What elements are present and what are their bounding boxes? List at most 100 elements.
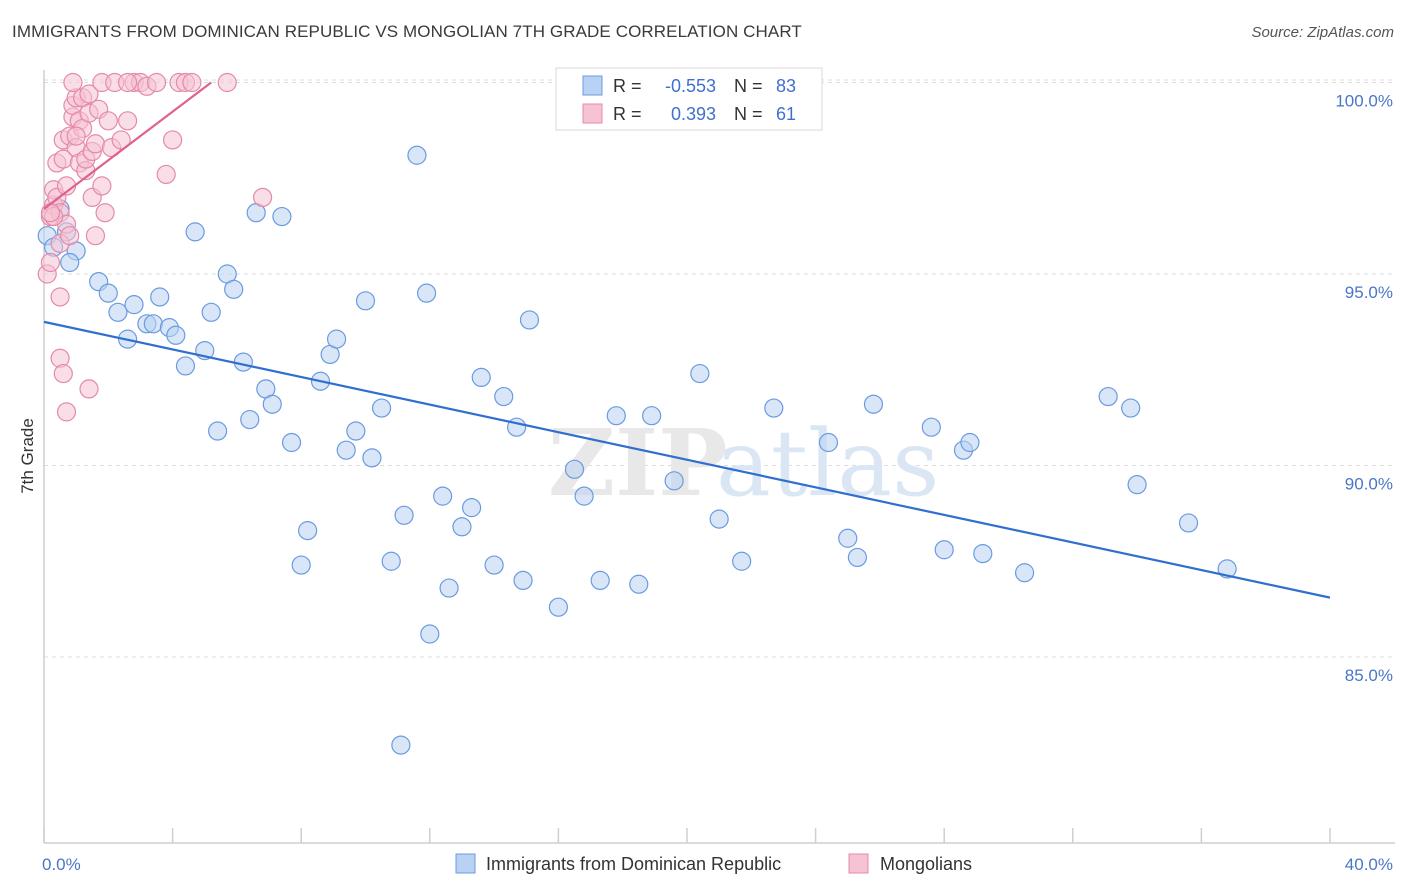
- point-dominican-republic: [642, 406, 662, 426]
- stats-n-value-pink: 61: [776, 104, 796, 124]
- point-dominican-republic: [391, 735, 411, 755]
- point-mongolian: [40, 252, 61, 273]
- bottom-legend: Immigrants from Dominican Republic Mongo…: [455, 853, 972, 874]
- legend-swatch-pink: [848, 853, 869, 874]
- point-dominican-republic: [98, 283, 118, 303]
- y-tick-labels: 85.0% 90.0% 95.0% 100.0%: [1335, 92, 1393, 686]
- chart-title: IMMIGRANTS FROM DOMINICAN REPUBLIC VS MO…: [12, 22, 802, 41]
- point-dominican-republic: [732, 551, 752, 571]
- point-mongolian: [182, 72, 202, 93]
- point-dominican-republic: [166, 325, 186, 345]
- point-mongolian: [79, 379, 99, 399]
- point-dominican-republic: [452, 517, 472, 537]
- point-dominican-republic: [272, 206, 292, 227]
- stats-r-label-pink: R =: [613, 104, 642, 124]
- point-dominican-republic: [513, 570, 533, 591]
- point-dominican-republic: [590, 570, 610, 591]
- point-dominican-republic: [1178, 513, 1199, 533]
- axes: [43, 70, 1395, 844]
- point-mongolian: [56, 402, 77, 422]
- point-dominican-republic: [471, 367, 491, 388]
- legend-label-pink: Mongolians: [880, 854, 972, 874]
- stats-n-label-blue: N =: [734, 76, 763, 96]
- point-dominican-republic: [346, 421, 366, 441]
- point-dominican-republic: [208, 421, 228, 441]
- point-dominican-republic: [233, 352, 253, 372]
- point-dominican-republic: [606, 406, 626, 426]
- legend-label-blue: Immigrants from Dominican Republic: [486, 854, 781, 874]
- stats-r-value-pink: 0.393: [671, 104, 716, 124]
- point-mongolian: [53, 363, 73, 384]
- stats-swatch-pink: [582, 103, 603, 124]
- point-dominican-republic: [564, 459, 585, 479]
- point-dominican-republic: [574, 486, 594, 506]
- y-axis-label: 7th Grade: [18, 418, 37, 494]
- point-dominican-republic: [108, 302, 128, 322]
- point-dominican-republic: [973, 543, 993, 564]
- point-dominican-republic: [461, 498, 482, 518]
- point-mongolian: [95, 203, 115, 223]
- point-dominican-republic: [185, 222, 205, 242]
- y-tick-label: 95.0%: [1345, 283, 1393, 302]
- point-mongolian: [117, 72, 138, 93]
- point-dominican-republic: [262, 394, 282, 414]
- point-dominican-republic: [281, 432, 302, 453]
- point-dominican-republic: [847, 547, 867, 568]
- point-mongolian: [98, 111, 118, 131]
- y-tick-label: 90.0%: [1345, 475, 1393, 494]
- point-dominican-republic: [394, 505, 414, 525]
- point-dominican-republic: [629, 574, 649, 594]
- point-dominican-republic: [175, 356, 196, 376]
- point-mongolian: [66, 126, 86, 146]
- point-dominican-republic: [863, 394, 884, 414]
- point-dominican-republic: [433, 486, 453, 506]
- point-dominican-republic: [60, 252, 80, 273]
- trendline-dominican-republic: [43, 320, 1331, 599]
- stats-n-value-blue: 83: [776, 76, 796, 96]
- point-dominican-republic: [224, 279, 244, 299]
- point-mongolian: [50, 287, 70, 307]
- point-dominican-republic: [371, 398, 392, 418]
- point-dominican-republic: [298, 521, 318, 541]
- point-dominican-republic: [1217, 559, 1237, 579]
- point-dominican-republic: [934, 540, 954, 560]
- point-mongolian: [217, 72, 237, 93]
- point-dominican-republic: [407, 145, 427, 165]
- point-dominican-republic: [960, 432, 980, 453]
- point-mongolian: [253, 187, 273, 207]
- point-mongolian: [146, 72, 167, 93]
- series-immigrants-dominican-republic: [37, 145, 1237, 755]
- point-mongolian: [92, 176, 112, 196]
- point-dominican-republic: [548, 597, 569, 617]
- point-dominican-republic: [201, 302, 221, 322]
- point-dominican-republic: [362, 448, 382, 468]
- point-dominican-republic: [1121, 398, 1141, 418]
- y-tick-label: 100.0%: [1335, 92, 1393, 111]
- point-dominican-republic: [420, 624, 440, 644]
- stats-r-label-blue: R =: [613, 76, 642, 96]
- point-dominican-republic: [664, 471, 684, 491]
- point-mongolian: [60, 226, 80, 246]
- point-dominican-republic: [240, 409, 260, 430]
- point-mongolian: [85, 134, 106, 154]
- point-mongolian: [156, 164, 176, 185]
- point-dominican-republic: [1014, 563, 1035, 583]
- point-dominican-republic: [336, 440, 356, 460]
- point-dominican-republic: [921, 417, 941, 437]
- point-dominican-republic: [416, 283, 437, 303]
- point-dominican-republic: [381, 551, 401, 571]
- point-dominican-republic: [494, 386, 514, 407]
- source-credit: Source: ZipAtlas.com: [1251, 24, 1394, 41]
- x-tick-label-min: 0.0%: [42, 855, 81, 874]
- point-mongolian: [85, 226, 106, 246]
- point-dominican-republic: [709, 509, 729, 529]
- trendline-mongolians: [43, 81, 212, 210]
- x-tick-label-max: 40.0%: [1345, 855, 1393, 874]
- stats-swatch-blue: [582, 75, 603, 96]
- stats-n-label-pink: N =: [734, 104, 763, 124]
- point-dominican-republic: [484, 555, 504, 575]
- legend-swatch-blue: [455, 853, 476, 874]
- point-mongolian: [111, 130, 131, 150]
- point-dominican-republic: [764, 398, 784, 418]
